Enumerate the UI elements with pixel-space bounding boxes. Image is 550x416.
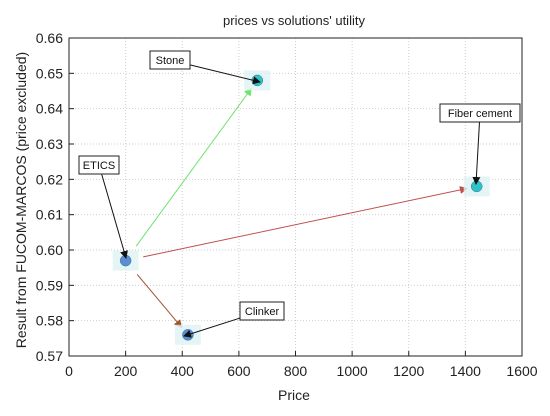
x-tick-label: 200 [114,363,138,379]
x-tick-label: 1600 [506,363,537,379]
annotation-fiber-cement: Fiber cement [439,103,521,185]
annotation-pointer [183,317,241,338]
y-tick-label: 0.64 [36,101,63,117]
annotation-label: ETICS [83,160,115,172]
axis-ticks: 0 200 400 600 800 1000 1200 1400 1600 0.57 0.58 0.5… [36,30,538,379]
annotation-box [149,50,191,70]
grid [68,37,523,357]
arrow-etics-to-stone [135,87,252,247]
x-axis-title: Price [278,387,310,403]
chart-title: prices vs solutions' utility [223,13,365,28]
x-tick-label: 800 [284,363,308,379]
arrow-etics-to-fiber-cement [143,186,468,258]
annotation-etics: ETICS [78,155,128,259]
annotation-label: Clinker [245,306,280,318]
annotation-label: Stone [156,55,185,67]
annotation-label: Fiber cement [448,108,512,120]
annotation-box [239,301,285,321]
x-tick-label: 1000 [337,363,368,379]
y-tick-label: 0.65 [36,65,63,81]
annotation-clinker: Clinker [183,301,285,338]
y-tick-label: 0.58 [36,313,63,329]
y-tick-label: 0.66 [36,30,63,46]
arrow-etics-to-clinker [136,274,183,328]
y-tick-label: 0.62 [36,171,63,187]
x-tick-label: 400 [171,363,195,379]
x-tick-label: 1200 [393,363,424,379]
y-tick-label: 0.57 [36,348,63,364]
y-axis-title: Result from FUCOM-MARCOS (price excluded… [13,52,29,348]
annotation-pointer [189,64,261,85]
annotation-box [78,155,120,175]
x-tick-label: 600 [227,363,251,379]
annotation-box [439,103,521,123]
annotation-stone: Stone [149,50,261,85]
x-tick-label: 0 [65,363,73,379]
annotation-pointer [101,173,128,259]
x-tick-label: 1400 [450,363,481,379]
y-tick-label: 0.59 [36,277,63,293]
y-tick-label: 0.60 [36,242,63,258]
y-tick-label: 0.63 [36,136,63,152]
points [112,70,490,345]
annotations: Stone Fiber cement ETICS Clinker [78,50,521,338]
point-fiber-cement [470,180,483,193]
arrows [135,87,468,328]
y-tick-label: 0.61 [36,207,63,223]
annotation-pointer [472,121,481,185]
